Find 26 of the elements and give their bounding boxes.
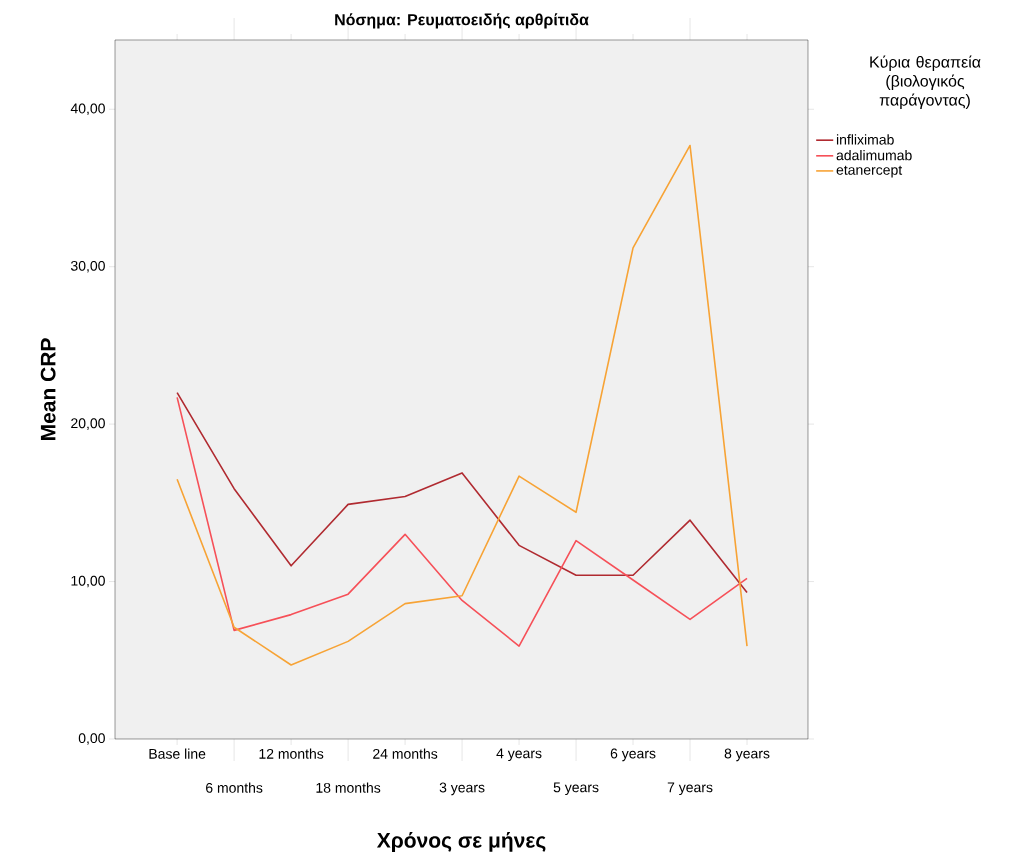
line-series [176, 144, 748, 666]
line-series [176, 396, 748, 647]
x-tick-label: 6 years [610, 748, 656, 762]
x-tick-label: 18 months [316, 782, 381, 793]
y-tick-label: 10,00 [71, 575, 105, 588]
x-tick-label: 5 years [553, 782, 599, 795]
line-series [176, 391, 748, 594]
y-tick-label: 30,00 [70, 260, 105, 273]
legend-title: Κύρια θεραπεία (βιολογικός παράγοντας) [870, 55, 981, 109]
legend-label: adalimumab [836, 149, 912, 161]
y-tick-label: 40,00 [70, 103, 105, 115]
chart-title: Νόσημα: Ρευματοειδής αρθρίτιδα [335, 13, 589, 29]
y-tick-label: 0,00 [78, 733, 105, 745]
x-tick-label: 8 years [724, 748, 770, 762]
y-axis-title: Mean CRP [40, 338, 56, 440]
x-axis-title: Χρόνος σε μήνες [376, 831, 546, 852]
x-tick-label: Base line [149, 748, 206, 759]
x-tick-label: 24 months [373, 748, 438, 759]
x-tick-label: 6 months [206, 782, 263, 793]
x-tick-label: 3 years [439, 782, 485, 796]
x-tick-label: 4 years [496, 748, 542, 761]
x-tick-label: 12 months [259, 748, 324, 759]
legend-label: infliximab [836, 134, 894, 145]
legend-label: etanercept [836, 165, 903, 178]
y-tick-label: 20,00 [71, 418, 105, 430]
x-tick-label: 7 years [667, 782, 713, 795]
